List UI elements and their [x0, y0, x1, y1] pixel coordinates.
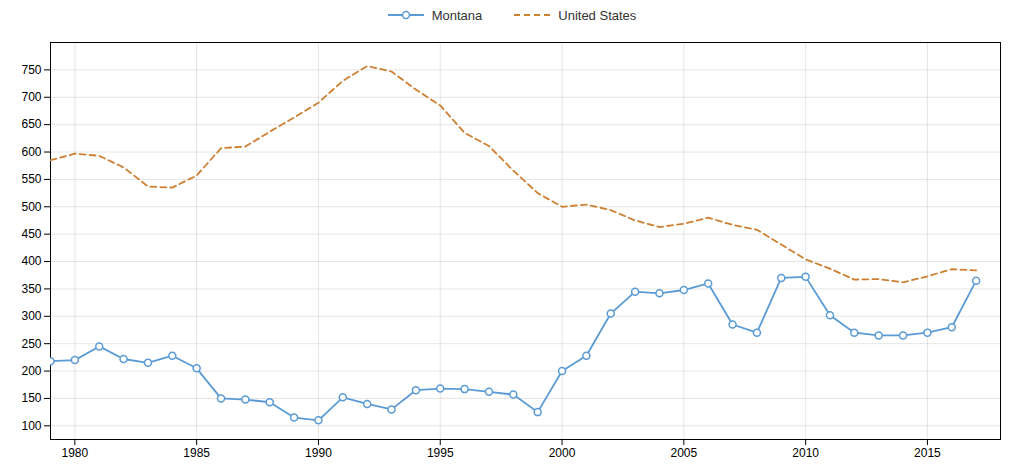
svg-text:650: 650	[21, 117, 41, 131]
svg-text:250: 250	[21, 337, 41, 351]
svg-text:700: 700	[21, 90, 41, 104]
svg-text:400: 400	[21, 254, 41, 268]
svg-text:1985: 1985	[183, 446, 210, 460]
svg-text:2010: 2010	[792, 446, 819, 460]
svg-text:200: 200	[21, 364, 41, 378]
svg-text:1995: 1995	[427, 446, 454, 460]
svg-text:2000: 2000	[549, 446, 576, 460]
svg-text:350: 350	[21, 282, 41, 296]
svg-text:150: 150	[21, 391, 41, 405]
svg-text:750: 750	[21, 63, 41, 77]
svg-text:2005: 2005	[670, 446, 697, 460]
svg-text:300: 300	[21, 309, 41, 323]
svg-text:2015: 2015	[914, 446, 941, 460]
svg-text:550: 550	[21, 172, 41, 186]
svg-text:1990: 1990	[305, 446, 332, 460]
svg-text:500: 500	[21, 200, 41, 214]
svg-text:100: 100	[21, 419, 41, 433]
html-text:United States: United States	[558, 7, 637, 23]
svg-text:450: 450	[21, 227, 41, 241]
svg-text:600: 600	[21, 145, 41, 159]
svg-text:1980: 1980	[62, 446, 89, 460]
html-text:Montana: Montana	[431, 7, 483, 23]
